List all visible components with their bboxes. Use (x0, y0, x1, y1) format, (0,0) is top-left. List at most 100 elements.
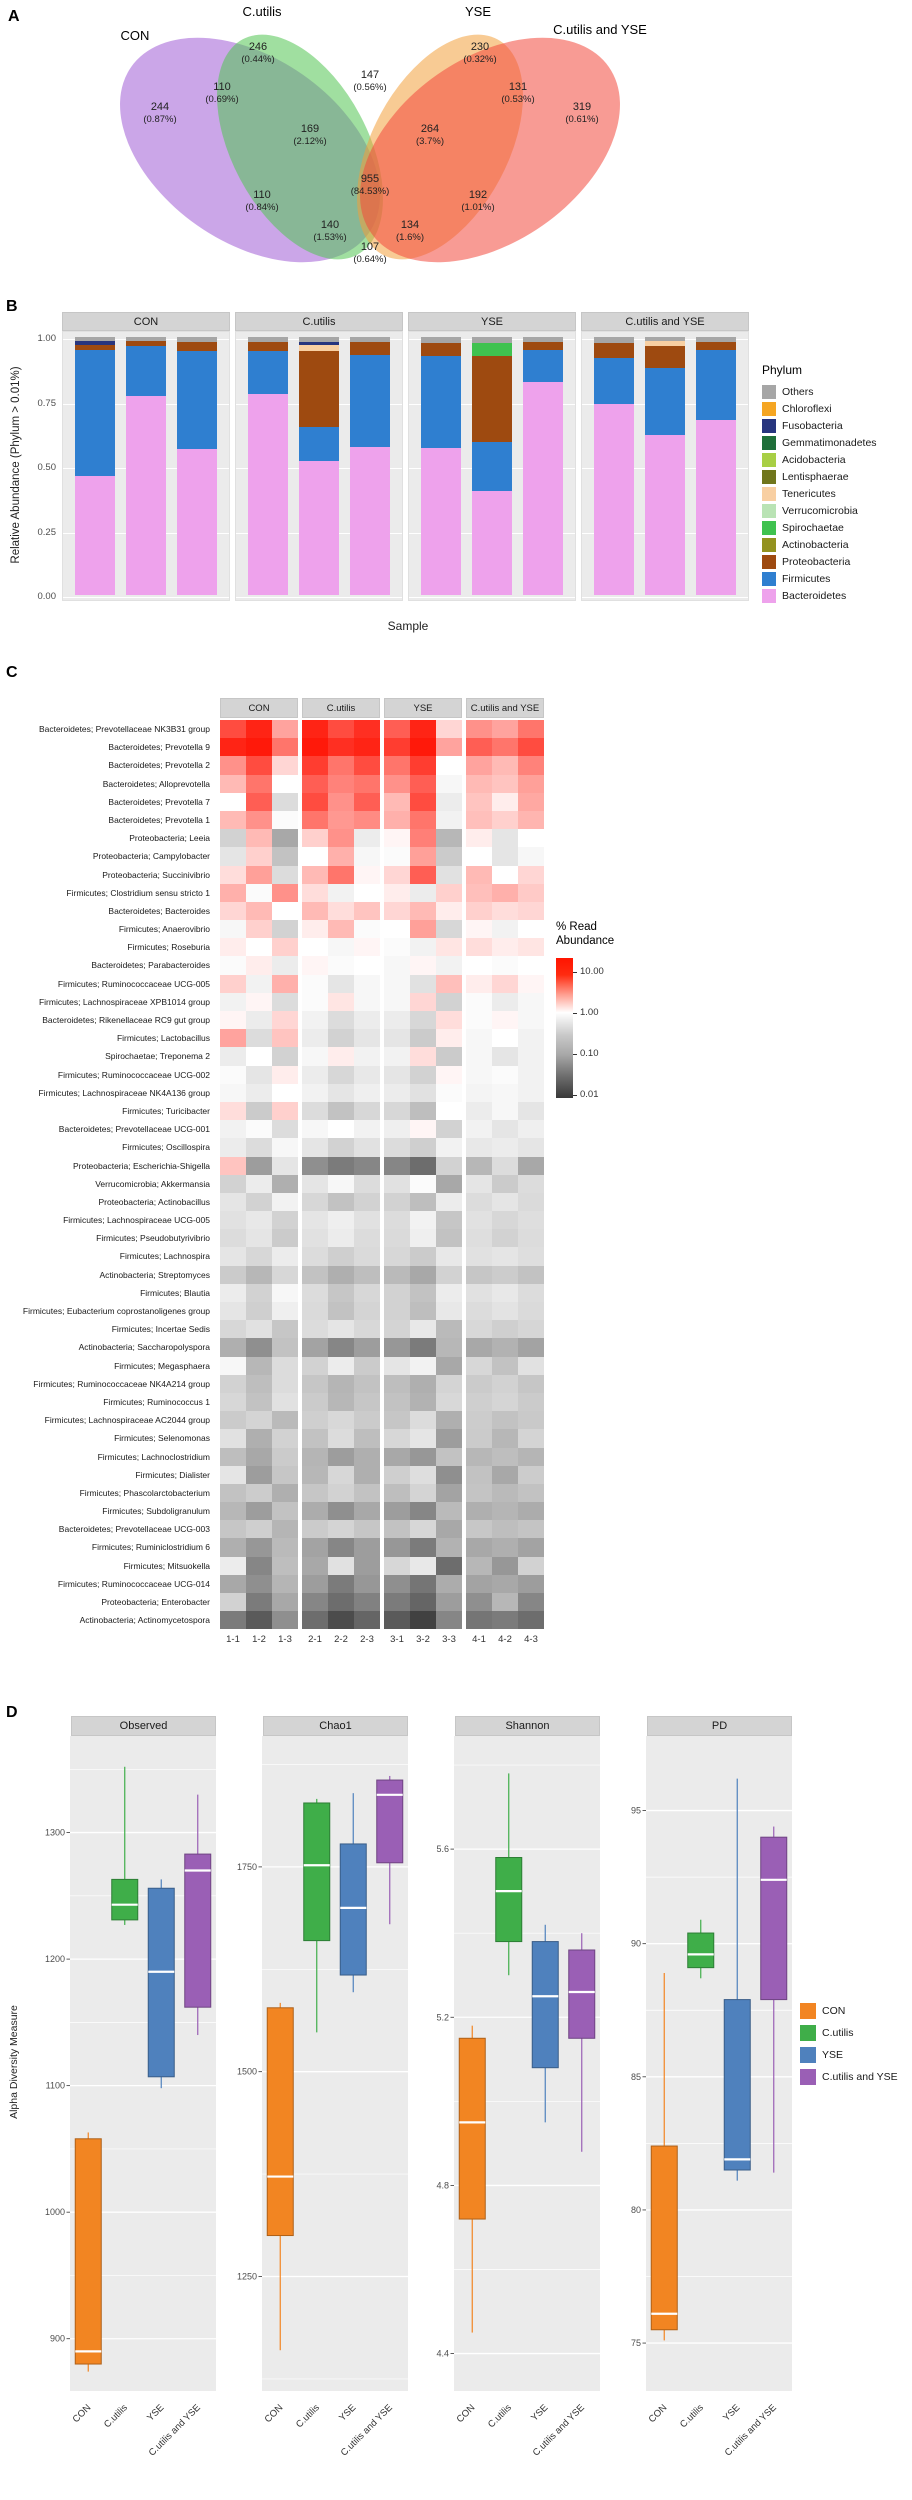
c-cell-group (384, 1302, 462, 1321)
bar-segment-Firmicutes (247, 351, 288, 394)
c-heatmap-cell (220, 1083, 246, 1102)
stacked-bar-1-2 (125, 337, 166, 595)
c-heatmap-cell (272, 1083, 298, 1102)
c-heatmap-cell (328, 1283, 354, 1302)
d-box-YSE (723, 1999, 751, 2171)
c-heatmap-cell (436, 1120, 462, 1139)
c-heatmap-cell (246, 1065, 272, 1084)
c-heatmap-cell (302, 829, 328, 848)
c-cell-group (302, 1320, 380, 1339)
c-heatmap-cell (272, 956, 298, 975)
b-legend-swatch (762, 537, 776, 552)
c-heatmap-cell (220, 1011, 246, 1030)
c-heatmap-cell (436, 738, 462, 757)
c-row-label: Firmicutes; Eubacterium coprostanoligene… (22, 1306, 210, 1316)
b-bars-row (236, 332, 402, 600)
c-cell-group (466, 1120, 544, 1139)
c-heatmap-cell (220, 1265, 246, 1284)
venn-region-count: 169 (2.12%) (293, 123, 326, 147)
b-legend-title: Phylum (762, 363, 803, 377)
b-facet-plot (235, 331, 403, 601)
b-legend-label: Verrucomicrobia (782, 504, 858, 517)
d-x-tick-label: C.utilis (294, 2402, 322, 2430)
c-heatmap-cell (246, 1338, 272, 1357)
c-heatmap-cell (354, 1338, 380, 1357)
c-heatmap-cell (410, 1574, 436, 1593)
c-heatmap-cell (328, 1192, 354, 1212)
c-heatmap-cell (246, 1520, 272, 1539)
c-heatmap-cell (302, 1029, 328, 1048)
c-heatmap-cell (518, 1374, 544, 1393)
c-heatmap-cell (384, 1320, 410, 1339)
c-cell-group (384, 720, 462, 739)
c-heatmap-cell (302, 756, 328, 775)
c-heatmap-cell (302, 1247, 328, 1266)
c-heatmap-cell (436, 901, 462, 921)
c-row-label: Bacteroidetes; Prevotellaceae UCG-003 (58, 1524, 210, 1535)
c-heatmap-cell (354, 883, 380, 902)
c-cell-group (384, 992, 462, 1011)
c-heatmap-row: Bacteroidetes; Parabacteroides (0, 956, 544, 975)
c-heatmap-cell (466, 1483, 492, 1503)
c-heatmap-row: Firmicutes; Ruminiclostridium 6 (0, 1538, 544, 1557)
c-legend-tickmark (573, 1053, 577, 1055)
c-cell-group (384, 1029, 462, 1048)
d-y-tick-label: 900 (50, 2334, 65, 2344)
c-heatmap-cell (328, 1229, 354, 1248)
c-heatmap-cell (518, 720, 544, 739)
c-heatmap-cell (272, 1120, 298, 1139)
c-cell-group (302, 1520, 380, 1539)
c-heatmap-cell (436, 1047, 462, 1066)
c-cell-group (384, 810, 462, 830)
c-heatmap-cell (246, 1465, 272, 1484)
venn-region-count: 134 (1.6%) (396, 219, 424, 243)
c-heatmap-cell (220, 1556, 246, 1575)
c-heatmap-cell (518, 1283, 544, 1302)
c-heatmap-cell (518, 1483, 544, 1503)
c-heatmap-cell (328, 1483, 354, 1503)
c-cell-group (302, 829, 380, 848)
c-heatmap-cell (518, 865, 544, 884)
c-heatmap-row: Firmicutes; Lachnoclostridium (0, 1447, 544, 1466)
c-heatmap-cell (410, 1029, 436, 1048)
stacked-bar-4-3 (696, 337, 737, 595)
c-cell-group (466, 974, 544, 993)
c-heatmap-cell (220, 1611, 246, 1630)
c-heatmap-cell (272, 1429, 298, 1448)
c-heatmap-cell (436, 1011, 462, 1030)
c-heatmap-cell (328, 1156, 354, 1175)
d-legend-label: YSE (822, 2049, 844, 2061)
b-legend-swatch (762, 503, 776, 518)
c-cell-group (384, 1138, 462, 1157)
c-heatmap-cell (466, 1101, 492, 1121)
c-heatmap-cell (518, 1011, 544, 1030)
c-cell-group (466, 1611, 544, 1630)
c-heatmap-cell (328, 1101, 354, 1121)
c-cell-group (302, 1392, 380, 1412)
stacked-bar-3-3 (523, 337, 564, 595)
c-row-label: Firmicutes; Dialister (135, 1469, 210, 1480)
c-cell-group (466, 792, 544, 811)
c-heatmap-cell (410, 829, 436, 848)
c-heatmap-cell (328, 1593, 354, 1612)
c-cell-group (302, 956, 380, 975)
c-cell-group (384, 1338, 462, 1357)
b-legend-item-Gemmatimonadetes: Gemmatimonadetes (762, 434, 902, 451)
stacked-bar-3-2 (471, 337, 512, 595)
b-legend-swatch (762, 452, 776, 467)
c-heatmap-cell (384, 1374, 410, 1393)
c-heatmap-cell (354, 1192, 380, 1212)
c-heatmap-cell (246, 1011, 272, 1030)
venn-region-count: 319 (0.61%) (565, 101, 598, 125)
c-heatmap-cell (384, 1283, 410, 1302)
c-heatmap-cell (436, 1502, 462, 1521)
c-heatmap-cell (466, 1083, 492, 1102)
c-cell-group (302, 847, 380, 866)
c-cell-group (384, 883, 462, 902)
c-column-label: 3-2 (416, 1634, 430, 1645)
c-heatmap-cell (518, 1447, 544, 1466)
c-heatmap-cell (272, 1174, 298, 1193)
c-heatmap-cell (410, 1411, 436, 1430)
c-cell-group (220, 1302, 298, 1321)
c-cell-group (302, 1593, 380, 1612)
